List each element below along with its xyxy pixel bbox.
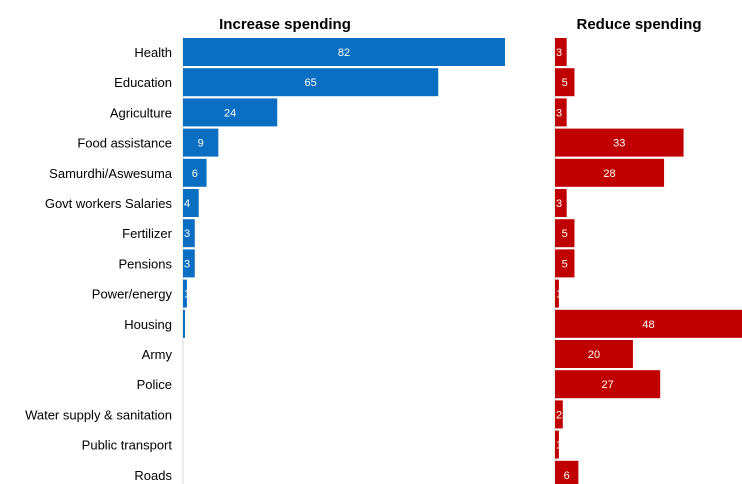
increase-health-bar	[183, 38, 505, 66]
reduce-health-value-label: 3	[556, 47, 562, 59]
increase-power-energy-bar	[183, 279, 187, 308]
category-label-fertilizer: Fertilizer	[122, 226, 173, 241]
increase-fertilizer-value-label: 3	[184, 228, 190, 240]
reduce-education-value-label: 5	[562, 77, 568, 89]
increase-housing-bar	[183, 309, 185, 338]
reduce-govt-workers-salaries-bar	[555, 189, 567, 217]
reduce-samurdhi-aswesuma-bar	[555, 158, 665, 187]
category-labels: Health Education Agriculture Food assistanc…	[25, 45, 173, 483]
increase-food-assistance-bar	[183, 128, 219, 157]
increase-pensions-value-label: 3	[184, 258, 190, 270]
category-label-water-supply-sanitation: Water supply & sanitation	[25, 407, 172, 422]
reduce-police-value-label: 27	[601, 379, 613, 391]
increase-spending-title: Increase spending	[219, 16, 351, 33]
increase-govt-workers-salaries-bar	[183, 189, 199, 217]
increase-health-value-label: 82	[338, 47, 350, 59]
increase-agriculture-value-label: 24	[224, 107, 236, 119]
category-label-education: Education	[114, 75, 172, 90]
category-label-govt-workers-salaries: Govt workers Salaries	[45, 196, 173, 211]
reduce-pensions-value-label: 5	[562, 258, 568, 270]
reduce-food-assistance-bar	[555, 128, 684, 157]
reduce-fertilizer-bar	[555, 219, 575, 248]
category-label-police: Police	[137, 377, 172, 392]
reduce-agriculture-value-label: 3	[556, 107, 562, 119]
reduce-roads-bar	[555, 460, 579, 484]
reduce-govt-workers-salaries-value-label: 3	[556, 198, 562, 210]
reduce-samurdhi-aswesuma-value-label: 28	[603, 168, 615, 180]
reduce-housing-value-label: 48	[642, 319, 654, 331]
increase-bars: 82 65 24 9 6 4 3 3 1 1	[183, 38, 505, 338]
increase-food-assistance-value-label: 9	[198, 138, 204, 150]
category-label-samurdhi-aswesuma: Samurdhi/Aswesuma	[49, 166, 173, 181]
category-label-public-transport: Public transport	[82, 438, 173, 453]
reduce-education-bar	[555, 68, 575, 97]
category-label-pensions: Pensions	[119, 256, 173, 271]
reduce-roads-value-label: 6	[564, 470, 570, 482]
reduce-water-supply-sanitation-value-label: 2	[556, 409, 562, 421]
category-label-roads: Roads	[134, 468, 172, 483]
increase-agriculture-bar	[183, 98, 278, 127]
reduce-power-energy-value-label: 1	[556, 289, 562, 301]
reduce-public-transport-bar	[555, 430, 559, 459]
reduce-army-bar	[555, 340, 633, 368]
category-label-housing: Housing	[124, 317, 172, 332]
category-label-agriculture: Agriculture	[110, 105, 172, 120]
reduce-power-energy-bar	[555, 279, 559, 308]
category-label-food-assistance: Food assistance	[77, 136, 172, 151]
reduce-police-bar	[555, 370, 661, 399]
increase-samurdhi-aswesuma-value-label: 6	[192, 168, 198, 180]
reduce-health-bar	[555, 38, 567, 66]
increase-pensions-bar	[183, 249, 195, 278]
increase-housing-value-label: 1	[184, 319, 190, 331]
increase-govt-workers-salaries-value-label: 4	[184, 198, 190, 210]
reduce-public-transport-value-label: 1	[556, 440, 562, 452]
increase-fertilizer-bar	[183, 219, 195, 248]
category-label-army: Army	[142, 347, 173, 362]
increase-education-value-label: 65	[304, 77, 316, 89]
reduce-water-supply-sanitation-bar	[555, 400, 563, 429]
increase-power-energy-value-label: 1	[184, 289, 190, 301]
category-label-power-energy: Power/energy	[92, 287, 173, 302]
reduce-housing-bar	[555, 309, 742, 338]
reduce-pensions-bar	[555, 249, 575, 278]
reduce-agriculture-bar	[555, 98, 567, 127]
reduce-army-value-label: 20	[588, 349, 600, 361]
reduce-spending-title: Reduce spending	[576, 16, 701, 33]
increase-education-bar	[183, 68, 439, 97]
reduce-food-assistance-value-label: 33	[613, 138, 625, 150]
increase-samurdhi-aswesuma-bar	[183, 158, 207, 187]
category-label-health: Health	[134, 45, 172, 60]
reduce-fertilizer-value-label: 5	[562, 228, 568, 240]
